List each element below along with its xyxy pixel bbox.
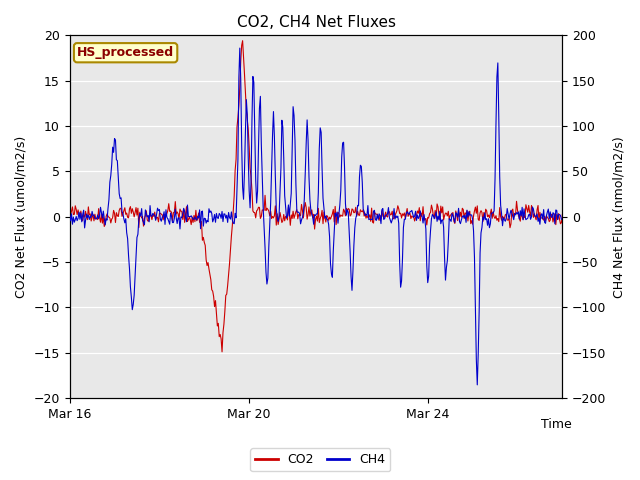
Y-axis label: CO2 Net Flux (umol/m2/s): CO2 Net Flux (umol/m2/s) <box>15 135 28 298</box>
Legend: CO2, CH4: CO2, CH4 <box>250 448 390 471</box>
Title: CO2, CH4 Net Fluxes: CO2, CH4 Net Fluxes <box>237 15 396 30</box>
Text: HS_processed: HS_processed <box>77 46 174 59</box>
X-axis label: Time: Time <box>541 418 572 431</box>
Y-axis label: CH4 Net Flux (nmol/m2/s): CH4 Net Flux (nmol/m2/s) <box>612 136 625 298</box>
